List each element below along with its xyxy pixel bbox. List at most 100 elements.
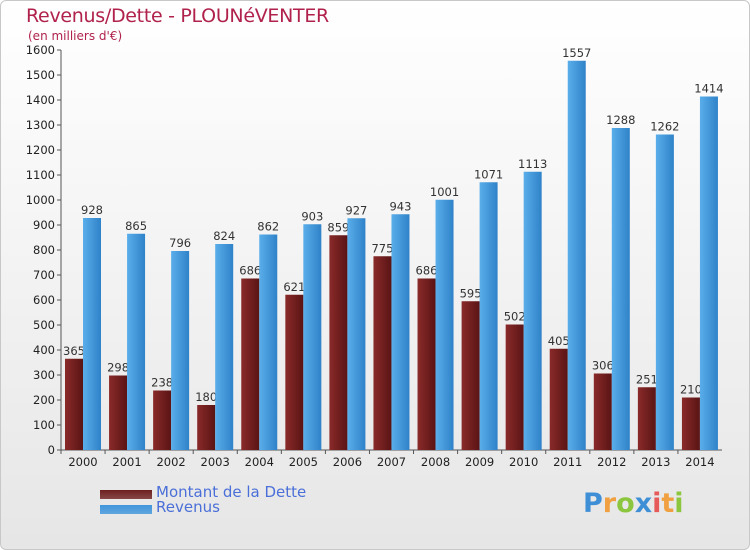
x-tick-label: 2008 [421,455,450,469]
chart-subtitle: (en milliers d'€) [28,29,123,43]
x-tick-label: 2010 [509,455,538,469]
x-tick-label: 2004 [245,455,274,469]
y-tick-label: 1600 [26,43,55,57]
bar-revenus [171,251,190,450]
value-label-revenus: 862 [257,220,279,234]
value-label-revenus: 928 [81,203,103,217]
bar-revenus [523,171,542,450]
y-tick-label: 0 [48,443,55,457]
value-label-revenus: 824 [213,229,235,243]
value-label-dette: 502 [504,310,526,324]
legend-swatch-revenus [100,505,152,514]
bar-dette [241,278,260,450]
bar-dette [197,405,216,450]
value-label-revenus: 1262 [650,120,679,134]
y-tick-label: 400 [33,343,55,357]
value-label-dette: 621 [283,280,305,294]
bar-revenus [699,96,718,450]
y-tick-label: 800 [33,243,55,257]
y-tick-label: 1100 [26,168,55,182]
bar-revenus [567,60,586,450]
value-label-dette: 210 [680,383,702,397]
bar-revenus [83,218,101,450]
bar-revenus [611,128,630,450]
x-tick-label: 2003 [201,455,230,469]
bar-revenus [347,218,366,450]
value-label-revenus: 1001 [430,185,459,199]
bar-dette [153,390,172,450]
y-tick-label: 1300 [26,118,55,132]
bar-dette [417,278,436,450]
x-tick-label: 2013 [641,455,670,469]
x-tick-label: 2002 [156,455,185,469]
y-tick-label: 200 [33,393,55,407]
bar-revenus [215,244,234,450]
value-label-revenus: 1071 [474,167,503,181]
value-label-revenus: 1288 [606,113,635,127]
value-label-revenus: 927 [345,203,367,217]
bar-dette [373,256,392,450]
logo-letter: i [674,488,684,519]
bar-revenus [303,224,322,450]
value-label-dette: 298 [107,361,129,375]
bar-dette [505,324,524,450]
value-label-dette: 306 [592,359,614,373]
x-tick-label: 2012 [597,455,626,469]
y-tick-label: 300 [33,368,55,382]
bar-dette [681,397,700,450]
value-label-revenus: 943 [389,199,411,213]
value-label-revenus: 865 [125,219,147,233]
value-label-revenus: 1414 [694,82,723,96]
value-label-dette: 180 [195,390,217,404]
bar-dette [593,373,612,450]
bar-revenus [259,234,278,450]
logo-letter: i [652,488,662,519]
value-label-revenus: 903 [301,209,323,223]
bar-revenus [655,134,674,450]
x-tick-label: 2001 [112,455,141,469]
logo-letter: o [616,488,635,519]
proxiti-logo: Proxiti [583,488,684,519]
value-label-dette: 686 [239,264,261,278]
bar-revenus [127,233,146,450]
y-tick-label: 1000 [26,193,55,207]
x-tick-label: 2000 [68,455,97,469]
bar-revenus [435,199,454,450]
value-label-dette: 686 [416,264,438,278]
logo-letter: x [634,488,653,519]
bar-dette [65,358,83,450]
y-tick-label: 100 [33,418,55,432]
bar-revenus [391,214,410,450]
value-label-revenus: 1557 [562,46,591,60]
legend-label-dette: Montant de la Dette [156,483,307,501]
logo-letter: t [661,488,675,519]
bar-dette [637,387,656,450]
bar-dette [109,375,128,450]
x-tick-label: 2011 [553,455,582,469]
x-tick-label: 2009 [465,455,494,469]
bar-dette [549,348,568,450]
y-tick-label: 700 [33,268,55,282]
legend-swatch-dette [100,490,152,499]
x-tick-label: 2007 [377,455,406,469]
value-label-dette: 595 [460,286,482,300]
y-tick-label: 1200 [26,143,55,157]
legend-label-revenus: Revenus [156,498,220,516]
bar-dette [285,294,304,450]
value-label-dette: 251 [636,372,658,386]
value-label-revenus: 796 [169,236,191,250]
x-tick-label: 2006 [333,455,362,469]
y-tick-label: 1400 [26,93,55,107]
x-tick-label: 2005 [289,455,318,469]
value-label-dette: 775 [371,241,393,255]
y-tick-label: 600 [33,293,55,307]
value-label-dette: 365 [63,344,85,358]
chart-title: Revenus/Dette - PLOUNéVENTER [26,5,329,27]
logo-letter: r [602,488,617,519]
y-tick-label: 900 [33,218,55,232]
value-label-dette: 405 [548,334,570,348]
bar-dette [461,301,480,450]
bar-revenus [479,182,498,450]
value-label-dette: 859 [327,220,349,234]
